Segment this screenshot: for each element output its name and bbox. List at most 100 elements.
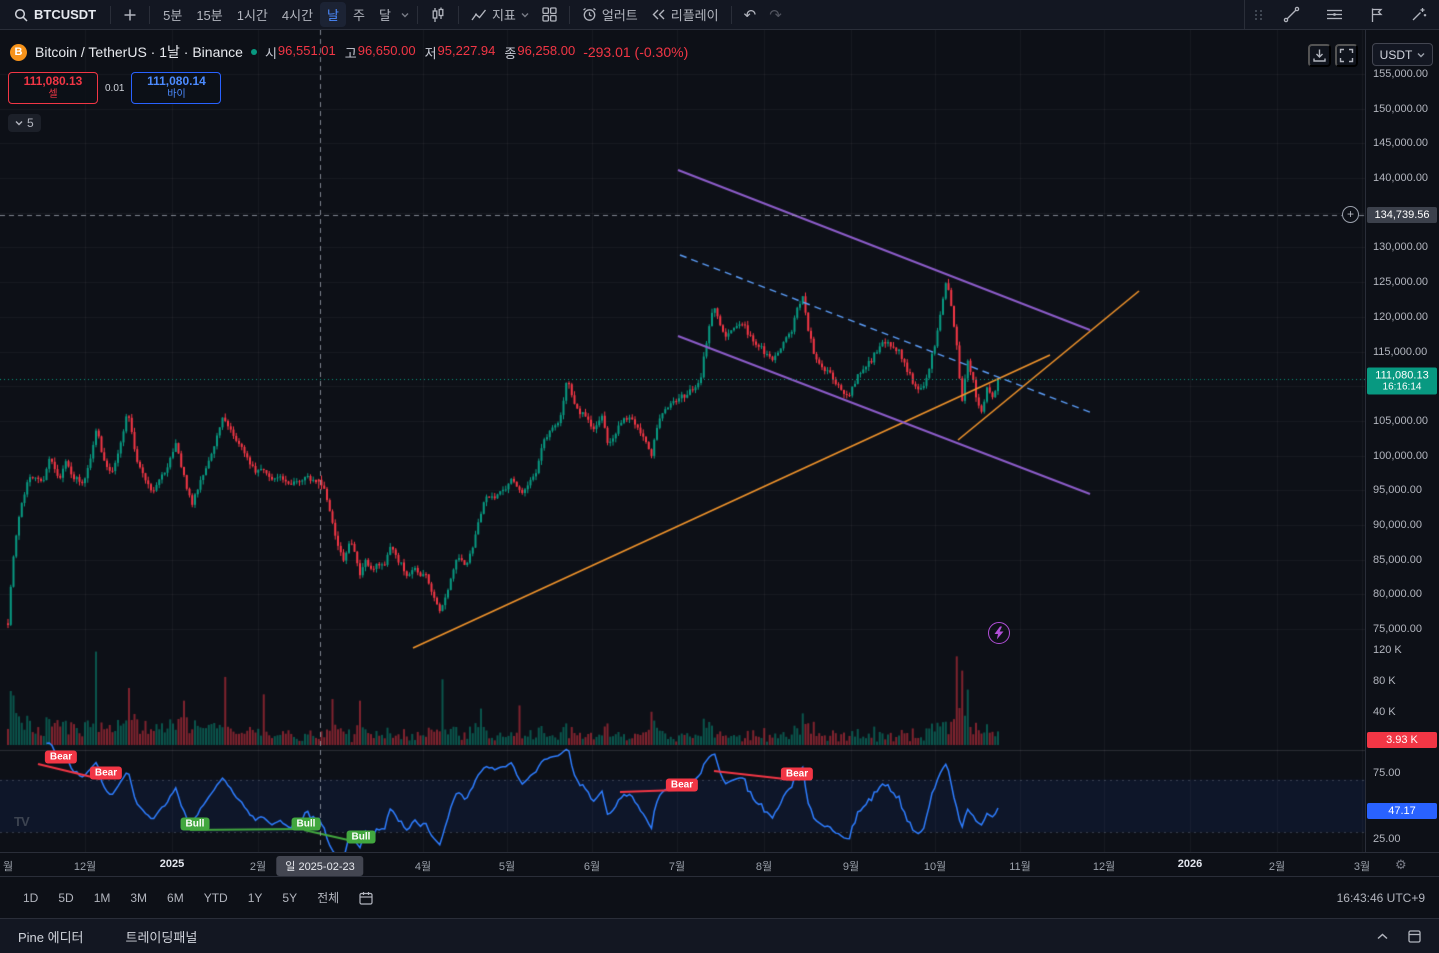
bull-marker: Bull (180, 817, 210, 831)
range-button[interactable]: 1M (93, 890, 111, 905)
layout-grid-button[interactable] (536, 4, 563, 25)
pine-editor-tab[interactable]: Pine 에디터 (18, 929, 84, 945)
price-tick-label: 105,000.00 (1373, 414, 1429, 427)
price-tick-label: 145,000.00 (1373, 137, 1429, 150)
range-button[interactable]: 1Y (247, 890, 263, 905)
time-tick-label: 2월 (1268, 861, 1286, 873)
time-tick-label: 11월 (1009, 861, 1031, 873)
lightning-icon[interactable] (988, 622, 1010, 644)
interval-button[interactable]: 주 (353, 8, 365, 23)
horizontal-lines-tool-button[interactable] (1320, 4, 1349, 25)
interval-chevron-down-icon[interactable] (399, 12, 411, 18)
crosshair-plus-icon[interactable]: + (1342, 206, 1359, 224)
last-price-value: 111,080.13 (1375, 369, 1429, 382)
currency-value: USDT (1379, 47, 1413, 62)
trendline-tool-button[interactable] (1277, 3, 1306, 26)
time-tick-label: 7월 (668, 861, 686, 873)
interval-button[interactable]: 날 (320, 2, 347, 27)
tv-logo: TV (14, 814, 30, 829)
redo-button[interactable]: ↷ (763, 3, 788, 27)
alarm-clock-icon (582, 7, 597, 22)
symbol-search-button[interactable]: BTCUSDT (6, 4, 104, 25)
time-tick-label: 12월 (1092, 861, 1116, 873)
time-tick-label: 10월 (923, 861, 947, 873)
interval-button[interactable]: 4시간 (281, 8, 314, 23)
trading-panel-tab[interactable]: 트레이딩패널 (125, 929, 198, 945)
magic-wand-tool-button[interactable] (1404, 3, 1433, 26)
alert-button[interactable]: 얼러트 (576, 2, 644, 27)
chart-style-button[interactable] (424, 4, 452, 26)
range-button[interactable]: 1D (23, 890, 39, 905)
chart-region: B Bitcoin / TetherUS · 1날 · Binance 시 96,… (0, 30, 1439, 876)
magic-wand-icon (1410, 6, 1427, 23)
time-tick-label: 3월 (1353, 861, 1371, 873)
add-symbol-button[interactable] (117, 5, 143, 25)
drag-handle-dots-icon[interactable] (1255, 9, 1263, 20)
rsi-tick-label: 75.00 (1373, 767, 1401, 779)
symbol-title[interactable]: Bitcoin / TetherUS · 1날 · Binance (35, 44, 243, 60)
fullscreen-button[interactable] (1335, 44, 1358, 67)
divider (416, 5, 418, 24)
interval-buttons: 5분 15분 1시간 4시간 날 주 달 (156, 2, 398, 27)
range-button[interactable]: 5Y (282, 890, 298, 905)
range-button[interactable]: 5D (58, 890, 74, 905)
object-tree-pill[interactable]: 5 (8, 114, 41, 132)
download-button[interactable] (1308, 44, 1331, 67)
replay-button[interactable]: 리플레이 (645, 2, 725, 27)
indicators-button[interactable]: 지표 (465, 2, 535, 27)
interval-button[interactable]: 1시간 (236, 8, 268, 23)
clock[interactable]: 16:43:46 UTC+9 (1336, 890, 1425, 905)
chevron-up-icon[interactable] (1377, 932, 1388, 940)
go-to-date-button[interactable] (350, 887, 382, 909)
rsi-tick-label: 25.00 (1373, 833, 1401, 845)
toolbar-right-section (1244, 0, 1433, 29)
volume-tick-label: 40 K (1373, 706, 1396, 718)
price-tick-label: 155,000.00 (1373, 68, 1429, 80)
ohlc-value: 96,650.00 (357, 42, 416, 58)
flag-icon (1369, 7, 1384, 23)
currency-select[interactable]: USDT (1372, 43, 1433, 66)
price-tick-label: 140,000.00 (1373, 172, 1429, 185)
bear-marker: Bear (44, 750, 78, 764)
range-button[interactable]: 전체 (317, 891, 340, 905)
time-axis[interactable]: ⚙ 월 12월 2025 2월 4월 5월 6월 7월 8월 9월 10월 11월 12월 2026 2월 3… (0, 852, 1439, 876)
indicators-icon (471, 8, 487, 22)
divider (568, 5, 570, 24)
interval-button[interactable]: 5분 (163, 8, 183, 23)
time-tick-label: 월 (2, 861, 14, 873)
undo-button[interactable]: ↶ (738, 3, 763, 27)
chevron-down-icon (15, 120, 23, 126)
buy-button[interactable]: 111,080.14 바이 (131, 72, 222, 104)
range-toolbar: 1D 5D 1M 3M 6M YTD 1Y 5Y 전체 16:43:46 UTC+9 (0, 876, 1439, 918)
rsi-badge: 47.17 (1367, 803, 1437, 819)
volume-tick-label: 120 K (1373, 644, 1402, 656)
volume-tick-label: 80 K (1373, 675, 1396, 687)
price-chart-canvas[interactable] (0, 30, 1365, 852)
alert-label: 얼러트 (601, 8, 638, 23)
flag-tool-button[interactable] (1363, 4, 1390, 26)
object-count: 5 (27, 116, 34, 130)
interval-button[interactable]: 달 (378, 8, 391, 23)
ohlc-label: 시 (264, 45, 277, 61)
sell-button[interactable]: 111,080.13 셀 (8, 72, 98, 104)
price-tick-label: 130,000.00 (1373, 241, 1429, 254)
time-tick-label: 5월 (498, 861, 516, 873)
time-tick-label: 4월 (414, 861, 432, 873)
currency-chevron-down-icon (1417, 52, 1425, 58)
bear-marker: Bear (89, 766, 123, 780)
price-axis[interactable]: 155,000.00 150,000.00 145,000.00 140,000.00… (1365, 30, 1439, 852)
sell-label: 셀 (48, 89, 58, 101)
bull-marker: Bull (346, 830, 376, 844)
replay-label: 리플레이 (670, 8, 719, 23)
divider (730, 5, 732, 24)
range-button[interactable]: YTD (203, 890, 228, 905)
panel-expand-icon[interactable] (1408, 929, 1421, 943)
range-button[interactable]: 3M (130, 890, 148, 905)
range-button[interactable]: 6M (167, 890, 184, 905)
interval-button[interactable]: 15분 (196, 8, 223, 23)
gear-icon[interactable]: ⚙ (1395, 857, 1407, 872)
ohlc-item: 저 95,227.94 (425, 43, 496, 62)
ohlc-item: 시 96,551.01 (265, 43, 336, 62)
calendar-icon (359, 891, 373, 905)
time-tick-label: 2월 (249, 861, 267, 873)
